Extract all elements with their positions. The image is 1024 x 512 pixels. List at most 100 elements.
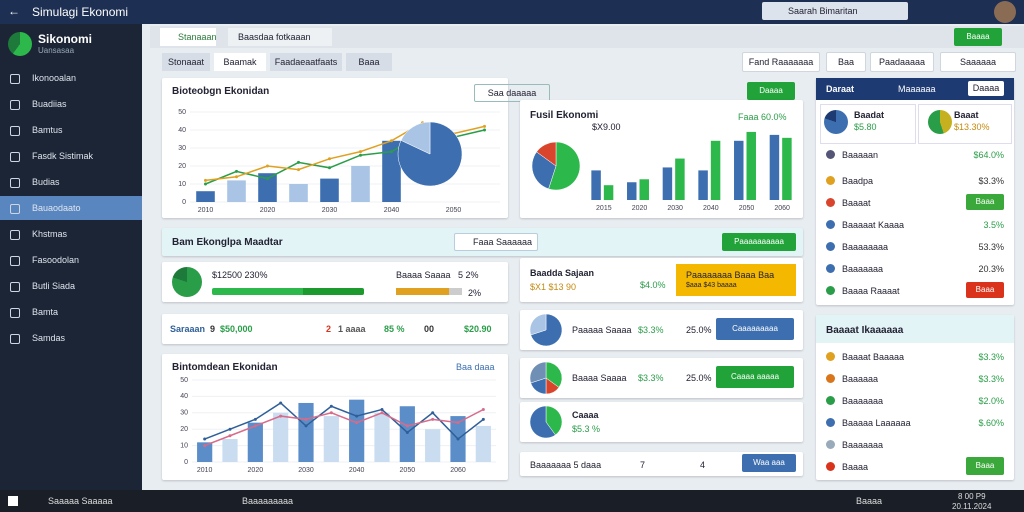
row-icon: [826, 286, 835, 295]
button[interactable]: Caaaa aaaaa: [716, 366, 794, 388]
row-value: 3.5%: [983, 220, 1004, 230]
avatar: [994, 1, 1016, 23]
badge: Baa daaa: [456, 362, 495, 372]
nav-item[interactable]: Ikonooalan: [0, 66, 142, 90]
row-icon: [826, 396, 835, 405]
card-text: 7: [640, 460, 646, 470]
button[interactable]: Paaaaaaaaaa: [722, 233, 796, 251]
line-point: [279, 401, 283, 405]
line-point: [204, 178, 207, 182]
stat-text: 9: [210, 324, 216, 334]
line-point: [456, 437, 460, 441]
button[interactable]: Baaa: [966, 194, 1004, 210]
stat-text: 00: [424, 324, 435, 334]
user-box[interactable]: Saarah Bimaritan: [762, 2, 908, 20]
row-label: Baaaat: [842, 198, 871, 208]
nav-item[interactable]: Butli Siada: [0, 274, 142, 298]
x-tick-label: 2040: [349, 467, 365, 474]
logo: [8, 32, 32, 56]
stat-text: 1 aaaa: [338, 324, 366, 334]
panel-title: Bioteobgn Ekonidan: [172, 86, 270, 97]
y-tick-label: 30: [180, 410, 188, 417]
tab[interactable]: Stanaaan: [160, 28, 217, 46]
nav-icon: [10, 334, 20, 344]
taskbar: Saaaaa Saaaaa Baaaaaaaaa Baaaa 8 00 P9 20.11…: [0, 490, 1024, 512]
bar: [298, 402, 314, 462]
card-title: Caaaa: [572, 410, 599, 420]
nav-item[interactable]: Fasoodolan: [0, 248, 142, 272]
header-button[interactable]: Daaaa: [968, 81, 1004, 96]
bar: [627, 182, 637, 200]
y-tick-label: 50: [178, 109, 186, 116]
action-button[interactable]: Fand Raaaaaaa: [742, 52, 820, 72]
nav-item[interactable]: Bamta: [0, 300, 142, 324]
card-value: 25.0%: [686, 325, 712, 335]
panel: Bintomdean Ekonidan Baa daaa 0 10 20 30 40 50 20…: [162, 354, 508, 480]
sub-tab[interactable]: Stonaaat: [162, 53, 210, 71]
progress-bar: [212, 288, 364, 295]
line-point: [431, 417, 435, 421]
search-box[interactable]: Faaa Saaaaaa: [454, 233, 538, 251]
taskbar-search[interactable]: Saaaaa Saaaaa: [48, 496, 113, 506]
sidebar: Sikonomi Uansasaa Ikonooalan Buadiias Bamtus…: [0, 24, 142, 490]
action-button[interactable]: Paadaaaaa: [870, 52, 934, 72]
nav-item[interactable]: Khstmas: [0, 222, 142, 246]
nav-icon: [10, 74, 20, 84]
nav-item[interactable]: Budias: [0, 170, 142, 194]
card-text: 4: [700, 460, 706, 470]
card-green: $4.0%: [640, 280, 666, 290]
nav-item[interactable]: Buadiias: [0, 92, 142, 116]
card-text: $X1 $13 90: [530, 282, 577, 292]
x-tick-label: 2010: [198, 207, 214, 214]
sub-tab[interactable]: Faadaeaatfaats: [270, 53, 342, 71]
bar: [323, 416, 339, 462]
header-text: Daraat: [826, 84, 855, 94]
x-tick-label: 2050: [446, 207, 462, 214]
line-point: [481, 417, 485, 421]
nav-icon: [10, 230, 20, 240]
start-icon[interactable]: [8, 496, 18, 506]
line-point: [228, 427, 232, 431]
badge[interactable]: Saa daaaaa: [474, 84, 550, 102]
y-tick-label: 10: [180, 442, 188, 449]
button[interactable]: Caaaaaaaaa: [716, 318, 794, 340]
nav-icon: [10, 126, 20, 136]
button[interactable]: Waa aaa: [742, 454, 796, 472]
nav-item[interactable]: Bauaodaato: [0, 196, 142, 220]
stat-value: $12500 230%: [212, 270, 268, 280]
panel-title: Bintomdean Ekonidan: [172, 362, 278, 373]
line-point: [456, 421, 460, 425]
action-button[interactable]: Saaaaaa: [940, 52, 1016, 72]
nav-item[interactable]: Bamtus: [0, 118, 142, 142]
row-value: 20.3%: [978, 264, 1004, 274]
bar: [196, 191, 215, 202]
line-point: [329, 404, 333, 408]
bar: [289, 184, 308, 202]
nav-icon: [10, 152, 20, 162]
row-label: Baaaat Baaaaa: [842, 352, 905, 362]
line-point: [203, 444, 207, 448]
button[interactable]: Daaaa: [747, 82, 795, 100]
card: Baaaaaaa 5 daaa 7 4 Waa aaa: [520, 452, 803, 476]
stat-label: Baaaa Saaaa: [396, 270, 451, 280]
button[interactable]: Baaa: [966, 282, 1004, 298]
line-series: [204, 402, 484, 441]
sub-tab[interactable]: Baaa: [346, 53, 392, 71]
sub-tab[interactable]: Baamak: [214, 53, 266, 71]
taskbar-app[interactable]: Baaaaaaaaa: [242, 496, 294, 506]
tab[interactable]: Baasdaa fotkaaan: [228, 28, 332, 46]
nav-item[interactable]: Fasdk Sistimak: [0, 144, 142, 168]
line-series: [204, 408, 484, 447]
x-tick-label: 2030: [298, 467, 314, 474]
action-button[interactable]: Baa: [826, 52, 866, 72]
button[interactable]: Baaaa: [954, 28, 1002, 46]
button[interactable]: Baaa: [966, 457, 1004, 475]
nav-item[interactable]: Samdas: [0, 326, 142, 350]
row-label: Baaaa Raaaat: [842, 286, 900, 296]
y-tick-label: 30: [178, 145, 186, 152]
banner: Bam Ekonglpa Maadtar Faaa Saaaaaa Paaaaaaa…: [162, 228, 803, 256]
y-tick-label: 20: [178, 163, 186, 170]
panel: Fusil Ekonomi $X9.00 Faaa 60.0% 2015 2020 203…: [520, 100, 803, 218]
y-tick-label: 0: [182, 199, 186, 206]
